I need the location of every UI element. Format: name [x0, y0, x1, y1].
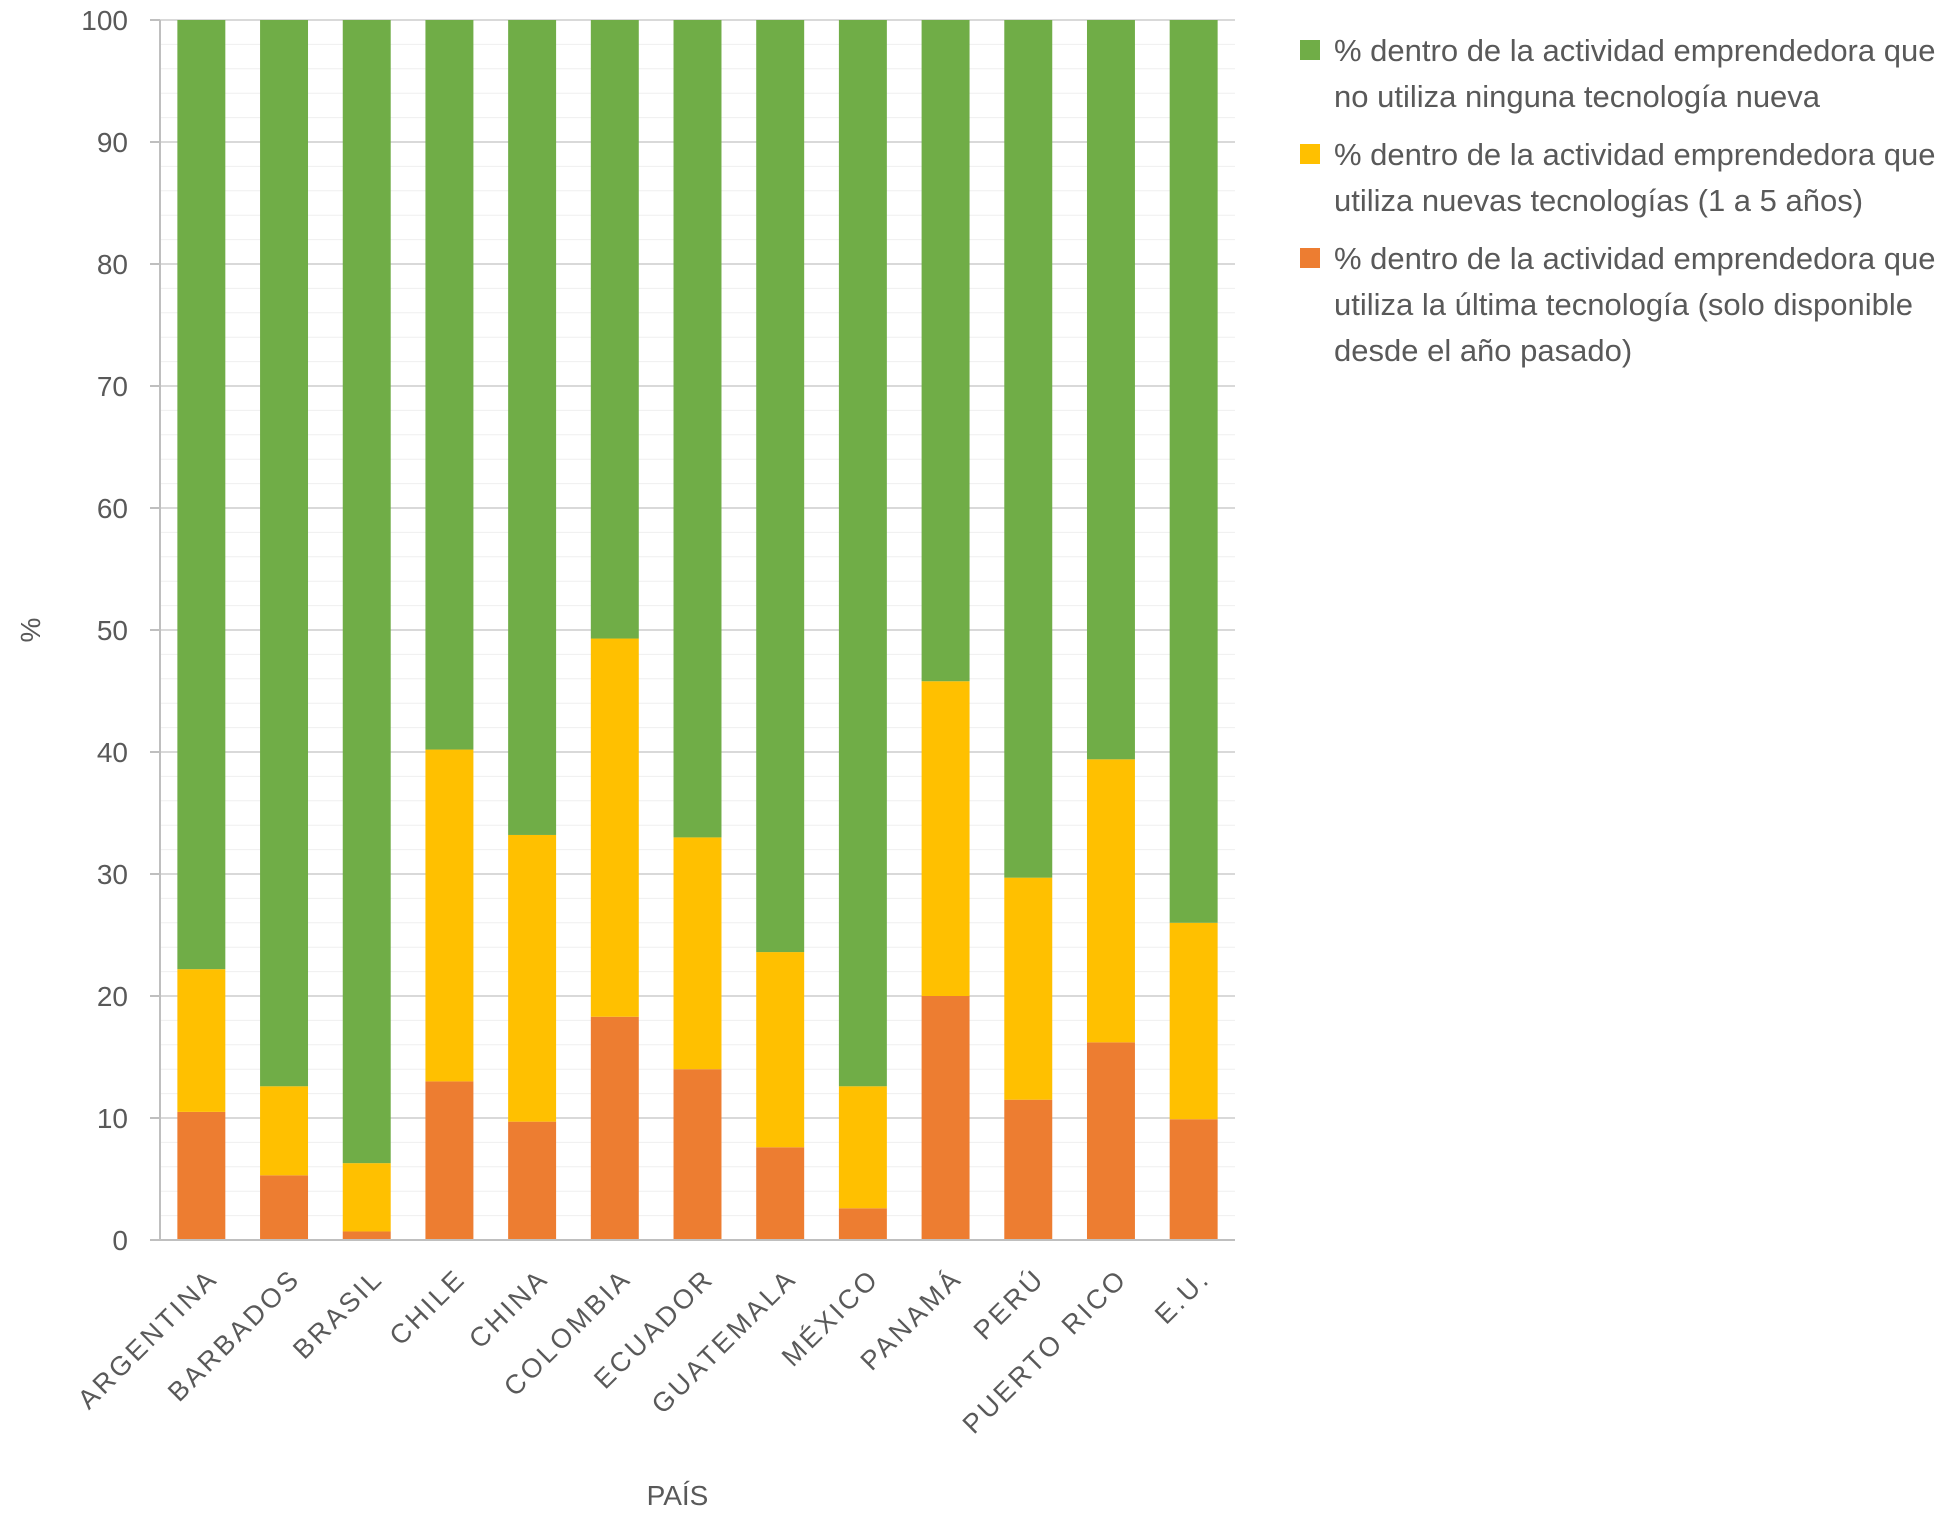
bar-guatemala-series-1: [756, 952, 805, 1148]
bar-brasil-series-0: [342, 1231, 391, 1240]
x-tick-label: E.U.: [1149, 1263, 1216, 1330]
bar-méxico-series-0: [838, 1208, 887, 1240]
x-tick-label: PERÚ: [967, 1262, 1050, 1345]
bar-ecuador-series-1: [673, 837, 722, 1070]
bar-e-u--series-0: [1169, 1119, 1218, 1240]
x-tick-label: GUATEMALA: [646, 1263, 803, 1420]
y-tick-label: 60: [97, 493, 128, 524]
bar-argentina-series-0: [177, 1111, 226, 1240]
legend-item-no-technology: % dentro de la actividad emprendedora qu…: [1300, 28, 1940, 120]
bar-argentina-series-2: [177, 20, 226, 970]
y-tick-label: 10: [97, 1103, 128, 1134]
bar-brasil-series-2: [342, 20, 391, 1164]
bar-colombia-series-1: [590, 638, 639, 1017]
y-tick-label: 20: [97, 981, 128, 1012]
bar-colombia-series-2: [590, 20, 639, 639]
bar-perú-series-2: [1004, 20, 1053, 878]
bar-perú-series-1: [1004, 877, 1053, 1100]
bar-china-series-0: [508, 1121, 557, 1240]
y-tick-label: 40: [97, 737, 128, 768]
bar-barbados-series-0: [260, 1175, 309, 1240]
bar-perú-series-0: [1004, 1099, 1053, 1240]
bar-puerto-rico-series-1: [1086, 759, 1135, 1043]
bar-barbados-series-2: [260, 20, 309, 1087]
y-tick-label: 30: [97, 859, 128, 890]
bar-méxico-series-2: [838, 20, 887, 1087]
bar-colombia-series-0: [590, 1016, 639, 1240]
bar-brasil-series-1: [342, 1163, 391, 1232]
bar-puerto-rico-series-2: [1086, 20, 1135, 760]
bar-chile-series-2: [425, 20, 474, 750]
bar-puerto-rico-series-0: [1086, 1042, 1135, 1240]
y-tick-label: 50: [97, 615, 128, 646]
x-tick-label: CHILE: [384, 1263, 472, 1351]
stacked-bar-chart: 0 10 20 30 40 50 60 70 80 90 100 ARGENTINABARBADOS…: [15, 5, 1235, 1511]
bar-chile-series-0: [425, 1081, 474, 1240]
y-tick-labels: 0 10 20 30 40 50 60 70 80 90 100: [81, 5, 128, 1256]
bar-ecuador-series-0: [673, 1069, 722, 1240]
bar-guatemala-series-2: [756, 20, 805, 953]
legend: % dentro de la actividad emprendedora qu…: [1300, 28, 1940, 386]
bar-series: [177, 20, 1218, 1240]
legend-swatch-yellow: [1300, 144, 1320, 164]
legend-label: % dentro de la actividad emprendedora qu…: [1334, 33, 1936, 114]
legend-swatch-green: [1300, 40, 1320, 60]
axes: [150, 19, 1235, 1241]
legend-item-new-technology: % dentro de la actividad emprendedora qu…: [1300, 132, 1940, 224]
x-tick-labels: ARGENTINABARBADOSBRASILCHILECHINACOLOMBI…: [72, 1262, 1216, 1439]
bar-ecuador-series-2: [673, 20, 722, 838]
y-tick-label: 70: [97, 371, 128, 402]
y-tick-label: 80: [97, 249, 128, 280]
bar-panamá-series-0: [921, 996, 970, 1240]
bar-china-series-2: [508, 20, 557, 835]
bar-méxico-series-1: [838, 1086, 887, 1209]
legend-label: % dentro de la actividad emprendedora qu…: [1334, 137, 1936, 218]
y-tick-label: 100: [81, 5, 128, 36]
legend-swatch-orange: [1300, 248, 1320, 268]
x-tick-label: ARGENTINA: [72, 1263, 224, 1415]
bar-panamá-series-2: [921, 20, 970, 682]
bar-argentina-series-1: [177, 969, 226, 1112]
bar-e-u--series-1: [1169, 922, 1218, 1120]
legend-label: % dentro de la actividad emprendedora qu…: [1334, 241, 1936, 368]
bar-china-series-1: [508, 834, 557, 1122]
x-tick-label: BRASIL: [287, 1263, 389, 1365]
bar-barbados-series-1: [260, 1086, 309, 1176]
bar-chile-series-1: [425, 749, 474, 1082]
y-tick-label: 90: [97, 127, 128, 158]
x-axis-label: PAÍS: [647, 1480, 709, 1511]
bar-e-u--series-2: [1169, 20, 1218, 923]
bar-guatemala-series-0: [756, 1147, 805, 1240]
bar-panamá-series-1: [921, 681, 970, 996]
y-axis-label: %: [15, 618, 46, 643]
legend-item-latest-technology: % dentro de la actividad emprendedora qu…: [1300, 236, 1940, 374]
y-tick-label: 0: [112, 1225, 128, 1256]
